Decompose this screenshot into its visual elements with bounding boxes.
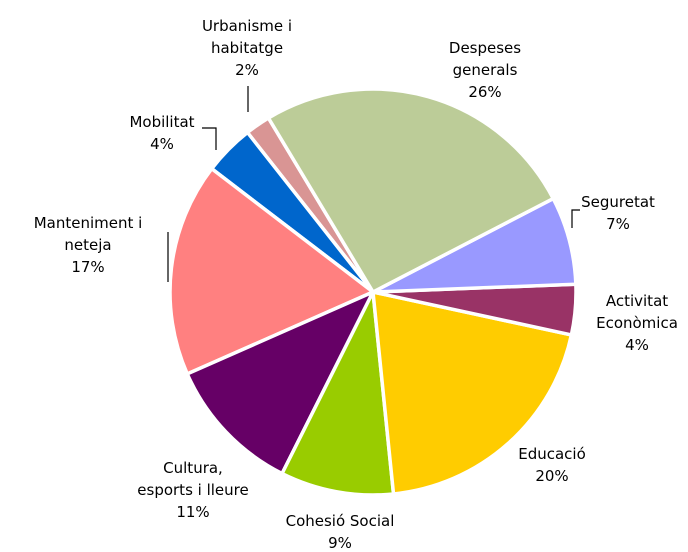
category-label: Mobilitat xyxy=(129,113,195,131)
value-label: 9% xyxy=(328,534,352,552)
slice-label: Despeses generals 26% xyxy=(449,37,521,103)
slice-label: Mobilitat 4% xyxy=(129,111,194,155)
pie-slice xyxy=(168,166,377,377)
pie-slice xyxy=(184,288,377,476)
value-label: 4% xyxy=(625,336,649,354)
slice-label: Manteniment i neteja 17% xyxy=(34,212,143,278)
slice-label: Educació 20% xyxy=(518,443,586,487)
slice-label: Seguretat 7% xyxy=(581,191,655,235)
category-label: Seguretat xyxy=(581,193,655,211)
value-label: 4% xyxy=(150,135,174,153)
value-label: 11% xyxy=(176,503,210,521)
category-label: Urbanisme i habitatge xyxy=(201,17,293,57)
value-label: 17% xyxy=(71,258,105,276)
value-label: 20% xyxy=(535,467,569,485)
leader-line xyxy=(202,127,217,150)
category-label: Despeses generals xyxy=(448,39,522,79)
slice-label: Cohesió Social 9% xyxy=(286,510,395,552)
value-label: 7% xyxy=(606,215,630,233)
category-label: Manteniment i neteja xyxy=(33,214,143,254)
pie-slice xyxy=(279,285,396,497)
pie-slice xyxy=(266,87,556,295)
category-label: Cultura, esports i lleure xyxy=(137,459,249,499)
leader-lines xyxy=(167,86,580,282)
category-label: Educació xyxy=(518,445,586,463)
pie-slice xyxy=(371,289,574,496)
value-label: 2% xyxy=(235,61,259,79)
leader-line xyxy=(571,209,580,228)
slice-label: Urbanisme i habitatge 2% xyxy=(202,15,292,81)
value-label: 26% xyxy=(468,83,502,101)
category-label: Activitat Econòmica xyxy=(596,292,678,332)
slice-label: Cultura, esports i lleure 11% xyxy=(137,457,248,523)
slice-label: Activitat Econòmica 4% xyxy=(596,290,678,356)
category-label: Cohesió Social xyxy=(285,512,395,530)
